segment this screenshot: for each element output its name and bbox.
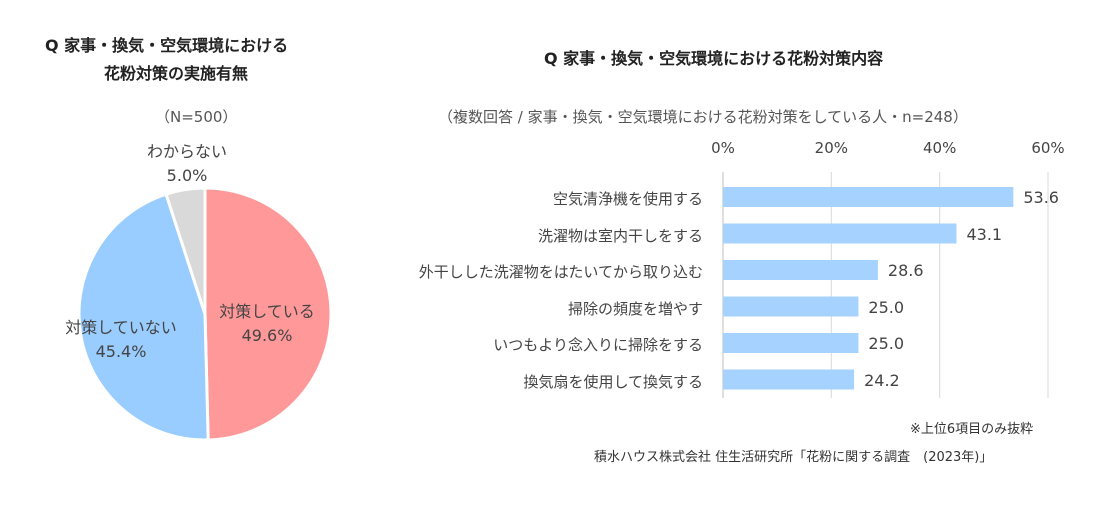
pie-slice-no [77, 192, 210, 442]
bar-category-label: いつもより念入りに掃除をする [493, 336, 703, 354]
pie-label-unknown-name: わからない [146, 142, 227, 161]
bar-tick-label: 60% [1031, 139, 1065, 157]
pie-subtitle: （N=500） [155, 108, 238, 126]
pie-label-unknown-value: 5.0% [166, 166, 208, 185]
bar [723, 223, 957, 244]
bar [723, 333, 859, 353]
bar-subtitle: （複数回答 / 家事・換気・空気環境における花粉対策をしている人・n=248） [438, 108, 968, 126]
bar-category-label: 洗濯物は室内干しをする [537, 226, 703, 245]
bar-title: Q 家事・換気・空気環境における花粉対策内容 [544, 49, 884, 68]
bar [723, 369, 855, 390]
bar-category-label: 換気扇を使用して換気する [523, 372, 703, 391]
bar [723, 187, 1014, 207]
bar-note: ※上位6項目のみ抜粋 [910, 422, 1034, 437]
pie-label-unknown: わからない 5.0% [132, 140, 242, 188]
bar-value-label: 24.2 [864, 370, 900, 390]
bar-value-label: 25.0 [868, 297, 905, 317]
pie-slice-yes [203, 186, 333, 442]
bar [723, 260, 878, 280]
bar [723, 296, 859, 317]
pie-label-yes-name: 対策している [219, 302, 315, 321]
pie-title-line2: 花粉対策の実施有無 [104, 64, 249, 83]
pie-slice-unknown [164, 186, 207, 315]
bar-value-label: 43.1 [966, 224, 1003, 244]
pie-label-no: 対策していない 45.4% [56, 316, 186, 364]
source-credit: 積水ハウス株式会社 住生活研究所「花粉に関する調査 (2023年)」 [594, 450, 993, 465]
bar-category-label: 外干しした洗濯物をはたいてから取り込む [418, 263, 703, 281]
pie-label-no-name: 対策していない [65, 318, 177, 337]
bar-tick-label: 20% [814, 139, 848, 157]
bar-value-label: 53.6 [1023, 188, 1059, 207]
pie-label-yes: 対策している 49.6% [208, 300, 326, 348]
pie-chart [77, 186, 333, 442]
bar-category-label: 掃除の頻度を増やす [567, 299, 703, 318]
pie-label-yes-value: 49.6% [241, 326, 293, 345]
pie-title-line1: Q 家事・換気・空気環境における [45, 36, 289, 55]
bar-value-label: 28.6 [887, 261, 924, 280]
bar-tick-label: 0% [711, 139, 735, 157]
bar-category-label: 空気清浄機を使用する [552, 190, 703, 208]
bar-value-label: 25.0 [868, 334, 905, 353]
bar-tick-label: 40% [922, 139, 957, 157]
pie-label-no-value: 45.4% [95, 342, 147, 361]
